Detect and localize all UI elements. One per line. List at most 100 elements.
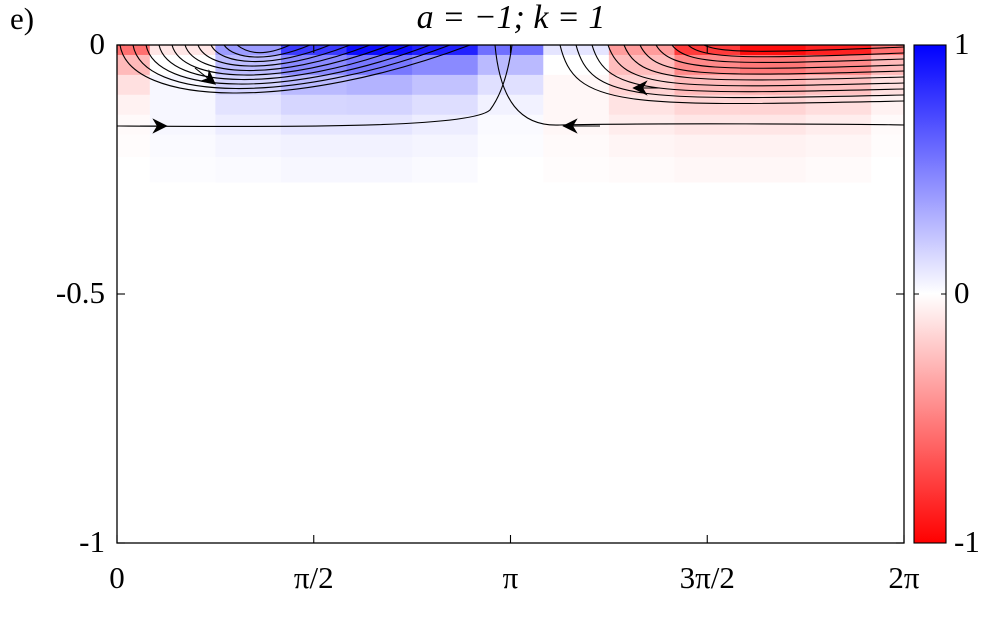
heatmap-cell	[543, 54, 610, 76]
heatmap-cell	[215, 134, 282, 158]
heatmap-cell	[280, 134, 348, 158]
heatmap-cell	[215, 114, 282, 136]
heatmap-cell	[412, 74, 479, 96]
heatmap-cell	[215, 94, 282, 116]
heatmap-cell	[280, 94, 348, 116]
heatmap	[117, 45, 904, 183]
heatmap-cell	[871, 74, 904, 96]
streamline	[171, 45, 391, 76]
heatmap-cell	[412, 114, 479, 136]
heatmap-cell	[117, 157, 151, 183]
heatmap-cell	[674, 94, 741, 116]
heatmap-cell	[608, 94, 676, 116]
streamline	[639, 45, 904, 75]
heatmap-cell	[674, 114, 741, 136]
heatmap-cell	[543, 94, 610, 116]
heatmap-cell	[608, 45, 676, 56]
heatmap-cell	[117, 94, 151, 116]
streamline	[158, 45, 411, 81]
colorbar-tick-label: 0	[954, 275, 970, 310]
heatmap-cell	[215, 74, 282, 96]
heatmap-cell	[149, 45, 216, 56]
heatmap-cell	[740, 114, 807, 136]
streamline	[184, 45, 371, 72]
y-tick-label: 0	[90, 26, 106, 61]
heatmap-cell	[740, 45, 807, 56]
heatmap-cell	[740, 94, 807, 116]
streamline	[236, 45, 291, 54]
heatmap-cell	[871, 45, 904, 56]
streamline	[210, 45, 331, 63]
heatmap-cell	[412, 94, 479, 116]
heatmap-cell	[149, 94, 216, 116]
y-tick-label: -0.5	[56, 275, 105, 310]
colorbar-tick-label: 1	[954, 26, 970, 61]
heatmap-cell	[477, 157, 544, 183]
heatmap-cell	[805, 45, 872, 56]
heatmap-cell	[740, 157, 807, 183]
heatmap-cell	[117, 134, 151, 158]
heatmap-cell	[149, 74, 216, 96]
streamline	[671, 45, 904, 64]
streamline	[197, 45, 351, 67]
heatmap-cell	[608, 157, 676, 183]
y-tick-label: -1	[79, 524, 105, 559]
chart-title: a = −1; k = 1	[417, 0, 606, 36]
heatmap-cell	[674, 54, 741, 76]
x-tick-label: 0	[109, 560, 125, 595]
heatmap-cell	[805, 94, 872, 116]
streamline	[132, 45, 451, 90]
colorbar-tick-label: -1	[954, 524, 980, 559]
heatmap-cell	[871, 134, 904, 158]
heatmap-cell	[805, 114, 872, 136]
streamline	[591, 45, 904, 93]
heatmap-cell	[871, 157, 904, 183]
heatmap-cell	[608, 114, 676, 136]
heatmap-cell	[117, 54, 151, 76]
heatmap-cell	[215, 157, 282, 183]
heatmap-cell	[346, 74, 413, 96]
heatmap-cell	[477, 94, 544, 116]
x-tick-label: π	[503, 560, 519, 595]
heatmap-cell	[740, 54, 807, 76]
heatmap-cell	[477, 134, 544, 158]
heatmap-cell	[280, 157, 348, 183]
x-tick-label: 2π	[888, 560, 920, 595]
heatmap-cell	[674, 157, 741, 183]
heatmap-cell	[871, 94, 904, 116]
streamlines	[117, 45, 904, 134]
heatmap-cell	[412, 134, 479, 158]
heatmap-cell	[149, 114, 216, 136]
heatmap-cell	[117, 45, 151, 56]
streamline	[119, 45, 471, 94]
heatmap-cell	[412, 45, 479, 56]
heatmap-cell	[543, 45, 610, 56]
streamline	[494, 45, 904, 126]
panel-label: e)	[10, 1, 34, 36]
heatmap-cell	[477, 54, 544, 76]
heatmap-cell	[280, 114, 348, 136]
heatmap-cell	[740, 134, 807, 158]
x-tick-label: π/2	[294, 560, 334, 595]
streamline	[655, 45, 904, 69]
heatmap-cell	[543, 134, 610, 158]
heatmap-cell	[805, 157, 872, 183]
heatmap-cell	[608, 54, 676, 76]
heatmap-cell	[149, 134, 216, 158]
colorbar	[913, 44, 947, 544]
arrow	[194, 67, 217, 85]
streamline	[607, 45, 904, 87]
heatmap-cell	[805, 134, 872, 158]
streamline	[687, 45, 904, 58]
heatmap-cell	[215, 45, 282, 56]
heatmap-cell	[346, 45, 413, 56]
heatmap-cell	[346, 134, 413, 158]
streamline	[223, 45, 311, 58]
heatmap-cell	[346, 94, 413, 116]
x-tick-label: 3π/2	[680, 560, 735, 595]
heatmap-cell	[543, 157, 610, 183]
heatmap-cell	[543, 74, 610, 96]
heatmap-cell	[149, 157, 216, 183]
heatmap-cell	[412, 54, 479, 76]
